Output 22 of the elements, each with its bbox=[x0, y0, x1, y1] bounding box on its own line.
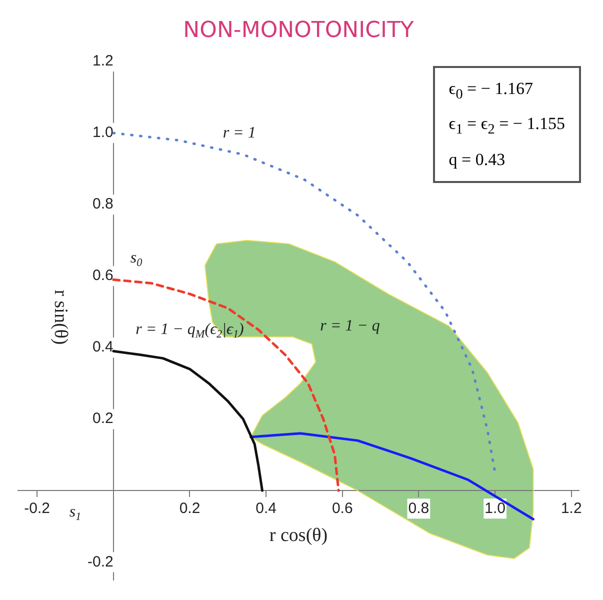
y-tick-label: 1.2 bbox=[92, 52, 114, 70]
x-tick-label: 0.2 bbox=[179, 500, 200, 517]
y-tick-label: 0.8 bbox=[92, 196, 114, 213]
annotation: r = 1 bbox=[222, 124, 256, 142]
y-tick-label: 0.2 bbox=[92, 410, 114, 428]
chart-title: NON-MONOTONICITY bbox=[183, 18, 414, 43]
x-tick-label: 0.8 bbox=[408, 500, 430, 517]
y-tick-label: -0.2 bbox=[88, 553, 114, 570]
x-tick-label: 0.6 bbox=[332, 500, 353, 517]
x-tick-label: 1.2 bbox=[560, 500, 582, 517]
x-tick-label: 0.4 bbox=[256, 500, 276, 517]
x-tick-label: -0.2 bbox=[24, 500, 50, 517]
annotation: ϵ$_{1}$ = ϵ$_{2}$ = − 1.155 bbox=[448, 113, 565, 140]
y-tick-label: 0.6 bbox=[92, 267, 114, 284]
x-tick-label: 1.0 bbox=[484, 500, 506, 517]
annotation: ϵ$_{0}$ = − 1.167 bbox=[448, 78, 534, 104]
y-tick-label: 1.0 bbox=[92, 124, 114, 142]
annotation: r = 1 − q bbox=[320, 317, 380, 334]
x-axis-title: r cos(θ) bbox=[269, 524, 328, 546]
y-tick-label: 0.4 bbox=[92, 338, 114, 356]
y-axis-title: r sin(θ) bbox=[50, 290, 72, 345]
annotation: q = 0.43 bbox=[448, 148, 506, 171]
